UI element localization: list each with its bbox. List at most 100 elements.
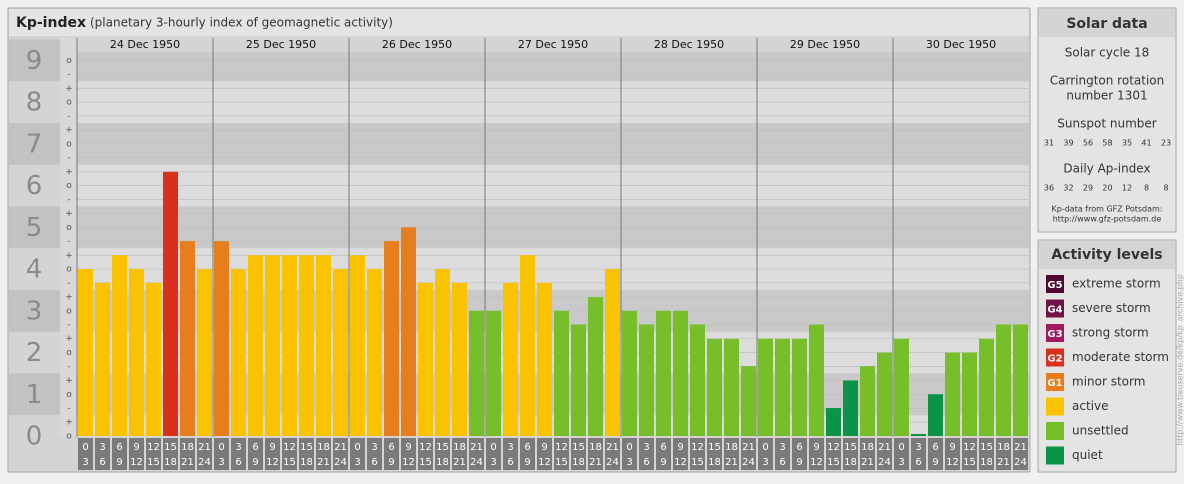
hour-end: 15 — [419, 457, 432, 468]
y-minor-label: o — [66, 56, 72, 66]
ap-value: 12 — [1122, 184, 1132, 193]
y-minor-label: - — [67, 237, 70, 247]
sunspot-value: 41 — [1141, 139, 1151, 148]
hour-start: 6 — [660, 442, 666, 453]
hour-end: 18 — [436, 457, 449, 468]
y-minor-label: + — [65, 334, 73, 344]
hour-start: 21 — [334, 442, 347, 453]
bar — [724, 339, 739, 436]
hour-start: 12 — [419, 442, 432, 453]
y-minor-label: + — [65, 418, 73, 428]
hour-start: 15 — [572, 442, 585, 453]
hour-end: 12 — [810, 457, 823, 468]
hour-start: 0 — [218, 442, 224, 453]
bar — [180, 241, 195, 436]
bar — [435, 269, 450, 436]
y-tick-label: 7 — [26, 129, 43, 159]
bar — [571, 325, 586, 436]
hour-end: 9 — [252, 457, 258, 468]
bar — [622, 311, 637, 436]
hour-end: 6 — [99, 457, 105, 468]
date-label: 29 Dec 1950 — [790, 38, 860, 51]
legend-label: active — [1072, 399, 1108, 413]
legend-label: extreme storm — [1072, 277, 1161, 291]
date-label: 28 Dec 1950 — [654, 38, 724, 51]
ap-value: 20 — [1102, 184, 1112, 193]
hour-end: 18 — [164, 457, 177, 468]
hour-end: 12 — [946, 457, 959, 468]
hour-start: 3 — [99, 442, 105, 453]
hour-start: 18 — [589, 442, 602, 453]
hour-start: 0 — [354, 442, 360, 453]
y-tick-label: 9 — [26, 46, 43, 76]
hour-start: 6 — [524, 442, 530, 453]
bar — [605, 269, 620, 436]
y-minor-label: + — [65, 376, 73, 386]
hour-start: 18 — [181, 442, 194, 453]
ap-title: Daily Ap-index — [1063, 162, 1150, 176]
hour-end: 15 — [147, 457, 160, 468]
hour-end: 3 — [354, 457, 360, 468]
bar — [826, 408, 841, 436]
bar — [758, 339, 773, 436]
legend-badge: G1 — [1047, 378, 1062, 389]
sunspot-value: 31 — [1044, 139, 1054, 148]
y-minor-label: + — [65, 126, 73, 136]
bar — [843, 380, 858, 436]
hour-start: 18 — [453, 442, 466, 453]
y-minor-label: o — [66, 223, 72, 233]
bar — [78, 269, 93, 436]
hour-end: 12 — [266, 457, 279, 468]
y-tick-label: 0 — [26, 422, 43, 452]
legend-badge: G3 — [1047, 329, 1062, 340]
legend-label: quiet — [1072, 448, 1103, 462]
hour-start: 9 — [677, 442, 683, 453]
hour-start: 12 — [691, 442, 704, 453]
hour-end: 6 — [235, 457, 241, 468]
bar — [197, 269, 212, 436]
legend-swatch — [1046, 447, 1064, 465]
hour-end: 18 — [572, 457, 585, 468]
date-label: 25 Dec 1950 — [246, 38, 316, 51]
hour-end: 21 — [453, 457, 466, 468]
hour-end: 12 — [130, 457, 143, 468]
hour-start: 3 — [779, 442, 785, 453]
hour-start: 21 — [470, 442, 483, 453]
hour-end: 18 — [708, 457, 721, 468]
hour-end: 3 — [762, 457, 768, 468]
hour-start: 18 — [725, 442, 738, 453]
y-minor-label: o — [66, 181, 72, 191]
bar — [979, 339, 994, 436]
hour-end: 18 — [980, 457, 993, 468]
hour-start: 0 — [626, 442, 632, 453]
y-minor-label: - — [67, 111, 70, 121]
legend-label: unsettled — [1072, 424, 1129, 438]
sunspot-value: 35 — [1122, 139, 1132, 148]
bar — [775, 339, 790, 436]
y-minor-label: o — [66, 348, 72, 358]
bar — [333, 269, 348, 436]
hour-start: 21 — [198, 442, 211, 453]
bar — [418, 283, 433, 436]
hour-end: 15 — [283, 457, 296, 468]
hour-end: 6 — [507, 457, 513, 468]
hour-start: 9 — [813, 442, 819, 453]
bar — [367, 269, 382, 436]
sunspot-value: 56 — [1083, 139, 1093, 148]
legend-badge: G2 — [1047, 354, 1062, 365]
hour-end: 12 — [538, 457, 551, 468]
bar — [639, 325, 654, 436]
hour-start: 18 — [861, 442, 874, 453]
hour-start: 15 — [980, 442, 993, 453]
hour-end: 12 — [402, 457, 415, 468]
hour-end: 21 — [861, 457, 874, 468]
hour-start: 21 — [878, 442, 891, 453]
hour-start: 15 — [708, 442, 721, 453]
hour-end: 3 — [218, 457, 224, 468]
bar — [231, 269, 246, 436]
y-minor-label: + — [65, 209, 73, 219]
hour-end: 24 — [1014, 457, 1027, 468]
hour-end: 15 — [691, 457, 704, 468]
y-minor-label: + — [65, 251, 73, 261]
